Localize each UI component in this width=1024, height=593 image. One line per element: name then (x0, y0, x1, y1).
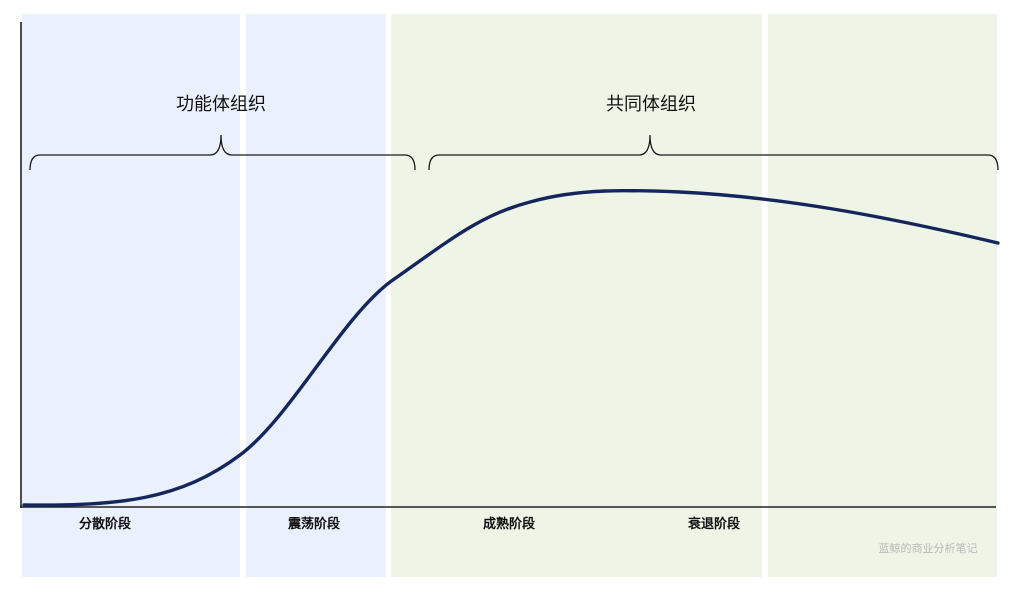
stage-band-decline (768, 14, 997, 577)
watermark-text: 蓝鲸的商业分析笔记 (879, 541, 978, 555)
stage-label-mature: 成熟阶段 (483, 516, 535, 532)
group-label-community: 共同体组织 (606, 94, 696, 115)
stage-label-turbulent: 震荡阶段 (287, 516, 340, 532)
group-label-functional: 功能体组织 (176, 94, 266, 115)
lifecycle-curve (22, 188, 1000, 507)
stage-band-turbulent (246, 14, 386, 577)
stage-label-decline: 衰退阶段 (687, 516, 740, 532)
group-bracket-community (428, 134, 999, 171)
stage-band-mature (391, 14, 762, 577)
stage-label-dispersed: 分散阶段 (79, 516, 131, 532)
stage-band-dispersed (22, 14, 240, 577)
group-bracket-functional (29, 134, 416, 171)
